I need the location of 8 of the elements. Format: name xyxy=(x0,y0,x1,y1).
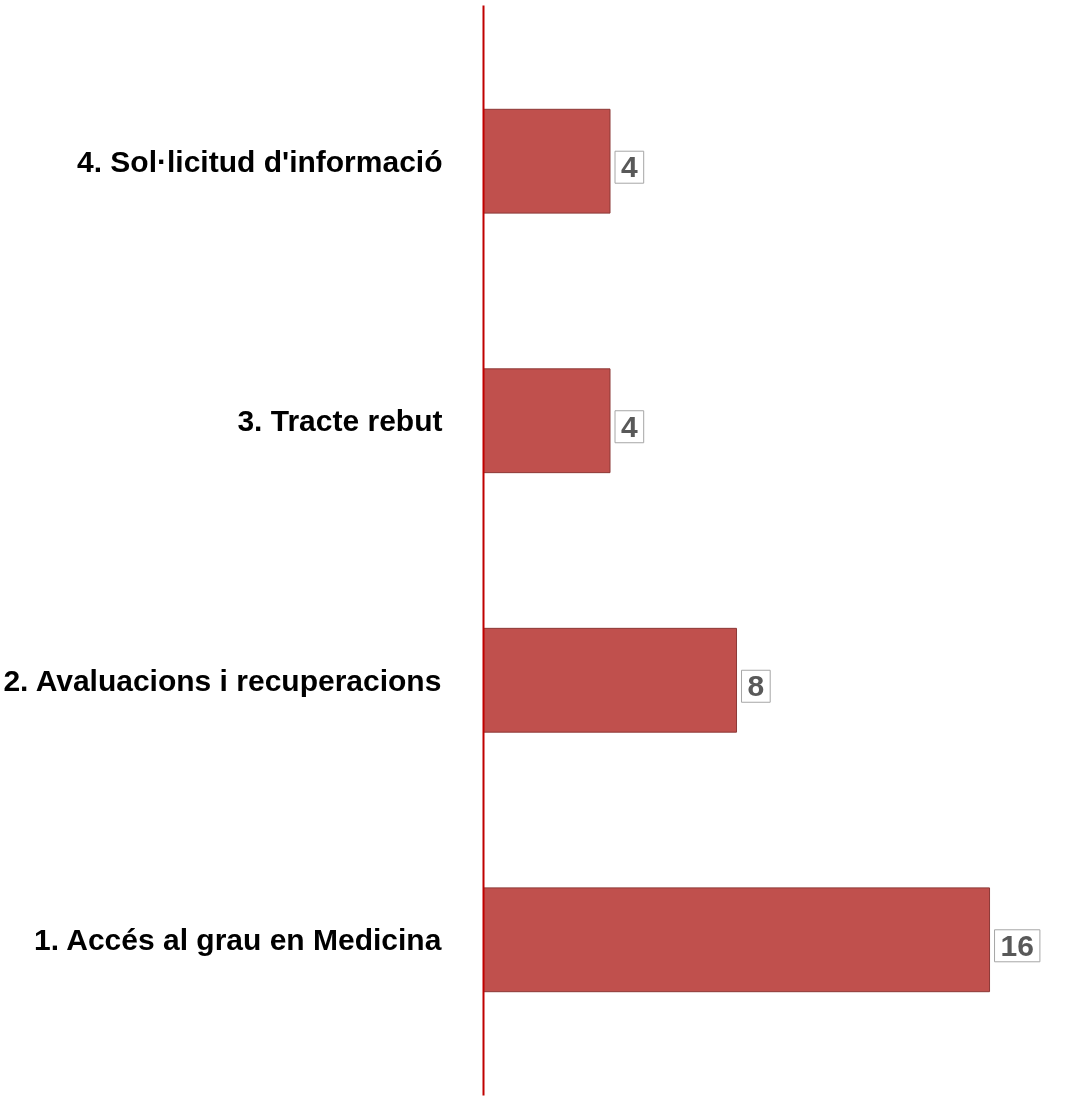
y-tick-label: 4. Sol·licitud d'informació xyxy=(77,144,443,178)
y-tick-label: 1. Accés al grau en Medicina xyxy=(34,923,442,957)
data-label: 8 xyxy=(747,669,765,703)
data-label: 4 xyxy=(621,409,639,443)
data-label: 4 xyxy=(621,150,639,184)
y-tick-label: 3. Tracte rebut xyxy=(237,404,443,438)
data-label: 16 xyxy=(1000,928,1034,962)
y-tick-label: 2. Avaluacions i recuperacions xyxy=(3,663,442,697)
